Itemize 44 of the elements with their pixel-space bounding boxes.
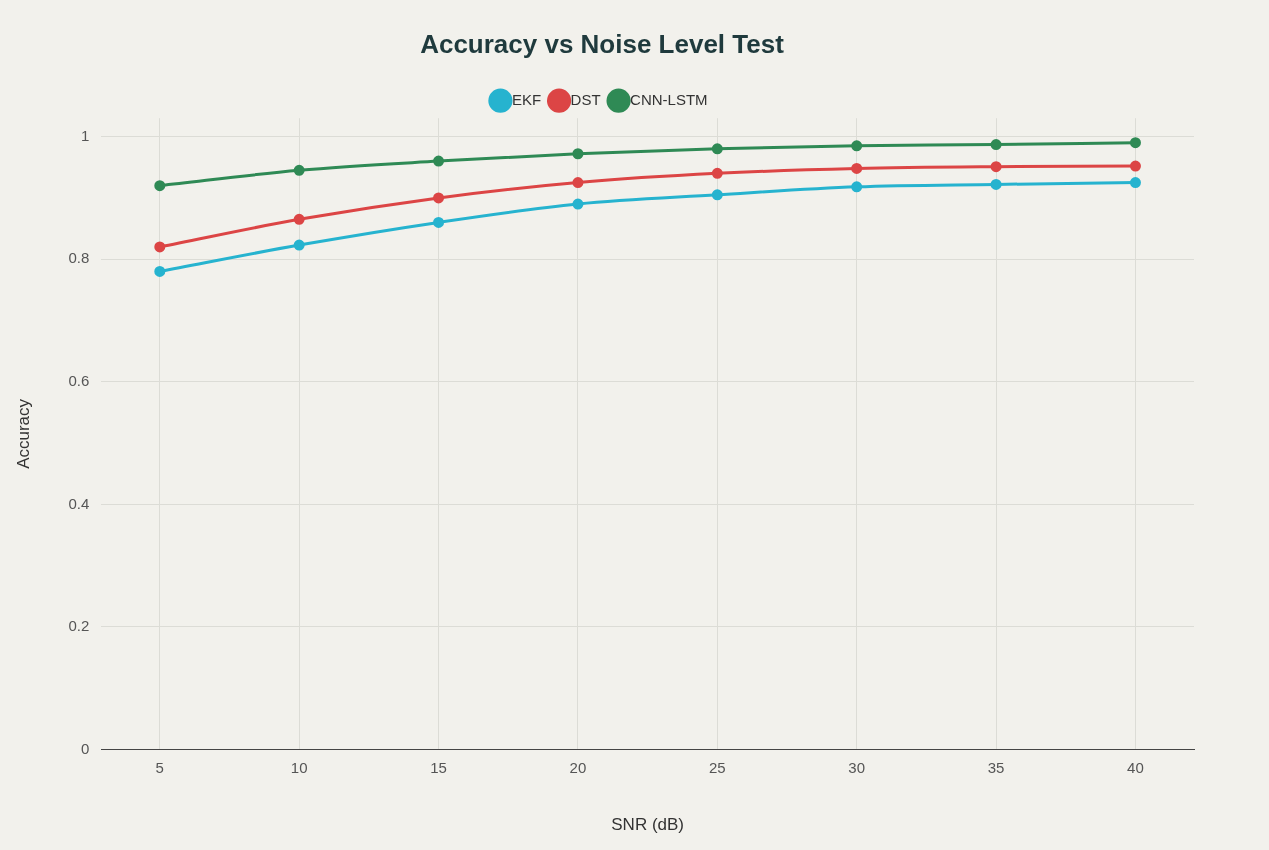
point [572, 148, 584, 160]
point [572, 177, 584, 189]
y-tick-label: 0 [80, 739, 90, 757]
legend-label: DST [570, 90, 601, 108]
y-tick-label: 0.6 [68, 371, 90, 389]
point [433, 216, 445, 228]
point [293, 239, 305, 251]
x-tick-label: 20 [569, 758, 587, 776]
point [711, 143, 723, 155]
x-tick-label: 35 [987, 758, 1005, 776]
x-tick-label: 15 [430, 758, 447, 776]
legend-label: CNN-LSTM [630, 90, 708, 108]
point [1129, 177, 1141, 189]
point [293, 164, 305, 176]
point [154, 241, 166, 253]
point [851, 140, 863, 152]
point [433, 155, 445, 167]
point [433, 192, 445, 204]
x-axis-title: SNR (dB) [611, 815, 684, 835]
point [1129, 160, 1141, 172]
legend-label: EKF [511, 90, 542, 108]
point [851, 162, 863, 174]
y-tick-label: 0.8 [68, 249, 90, 267]
y-tick-label: 0.2 [68, 617, 90, 635]
point [154, 265, 166, 277]
y-axis-title: Accuracy [13, 398, 33, 469]
point [293, 213, 305, 225]
x-tick-label: 5 [155, 758, 164, 776]
point [572, 198, 584, 210]
point [990, 178, 1002, 190]
point [990, 139, 1002, 151]
point [154, 180, 166, 192]
point [990, 161, 1002, 173]
point [711, 167, 723, 179]
y-tick-label: 1 [80, 126, 90, 144]
x-tick-label: 30 [848, 758, 866, 776]
point [851, 181, 863, 193]
x-tick-label: 40 [1127, 758, 1144, 776]
x-tick-label: 25 [708, 758, 726, 776]
chart-title: Accuracy vs Noise Level Test [420, 28, 785, 59]
x-tick-label: 10 [290, 758, 308, 776]
point [1129, 137, 1141, 149]
point [711, 189, 723, 201]
y-tick-label: 0.4 [68, 494, 90, 512]
